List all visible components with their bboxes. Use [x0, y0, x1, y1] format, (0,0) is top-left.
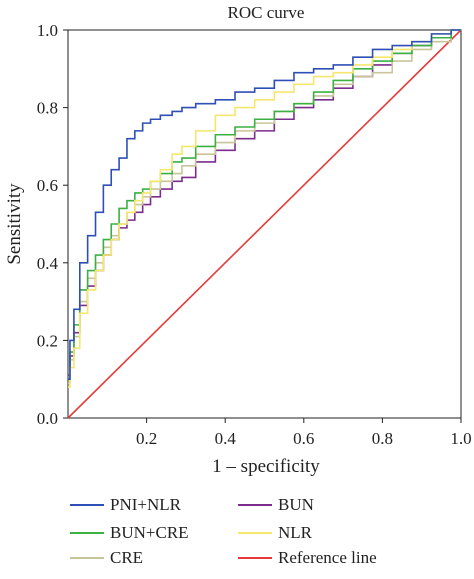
- y-tick-label: 0.4: [37, 254, 59, 273]
- legend: PNI+NLR BUN BUN+CRE NLR CRE Reference line: [70, 495, 377, 567]
- axes-layer: 0.2 0.4 0.6 0.8 1.0 0.0 0.2 0.4 0.6 0.8 1.0: [37, 21, 472, 448]
- series-line-nlr: [68, 29, 461, 388]
- x-tick-label: 0.4: [215, 429, 237, 448]
- x-axis-title: 1 – specificity: [212, 456, 320, 477]
- x-tick-label: 0.6: [293, 429, 314, 448]
- x-tick-label: 0.2: [136, 429, 157, 448]
- series-line-bun-cre: [68, 29, 461, 380]
- x-tick-label: 1.0: [450, 429, 471, 448]
- series-line-pni-nlr: [68, 29, 461, 380]
- x-tick-label: 0.8: [372, 429, 393, 448]
- y-tick-label: 1.0: [37, 21, 58, 40]
- series-layer: [67, 29, 462, 419]
- y-tick-label: 0.8: [37, 99, 58, 118]
- y-axis-title: Sensitivity: [4, 183, 25, 265]
- series-line-reference-line: [67, 29, 462, 419]
- plot-area-border: [67, 29, 462, 419]
- legend-label-nlr: NLR: [278, 523, 313, 542]
- y-tick-label: 0.6: [37, 176, 58, 195]
- y-tick-label: 0.0: [37, 409, 58, 428]
- legend-label-cre: CRE: [110, 548, 143, 567]
- series-line-cre: [68, 29, 461, 384]
- legend-label-reference-line: Reference line: [278, 548, 377, 567]
- chart-title: ROC curve: [228, 3, 305, 22]
- legend-label-bun: BUN: [278, 495, 314, 514]
- legend-label-bun-cre: BUN+CRE: [110, 523, 189, 542]
- y-tick-label: 0.2: [37, 331, 58, 350]
- legend-label-pni-nlr: PNI+NLR: [110, 495, 182, 514]
